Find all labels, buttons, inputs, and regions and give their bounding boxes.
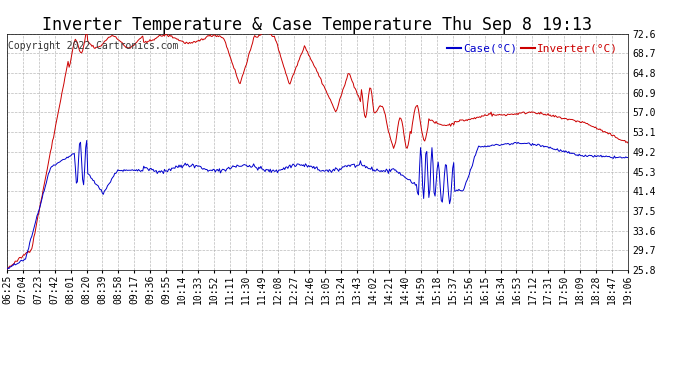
Text: Copyright 2022 Cartronics.com: Copyright 2022 Cartronics.com bbox=[8, 41, 179, 51]
Legend: Case(°C), Inverter(°C): Case(°C), Inverter(°C) bbox=[443, 39, 622, 58]
Title: Inverter Temperature & Case Temperature Thu Sep 8 19:13: Inverter Temperature & Case Temperature … bbox=[42, 16, 593, 34]
